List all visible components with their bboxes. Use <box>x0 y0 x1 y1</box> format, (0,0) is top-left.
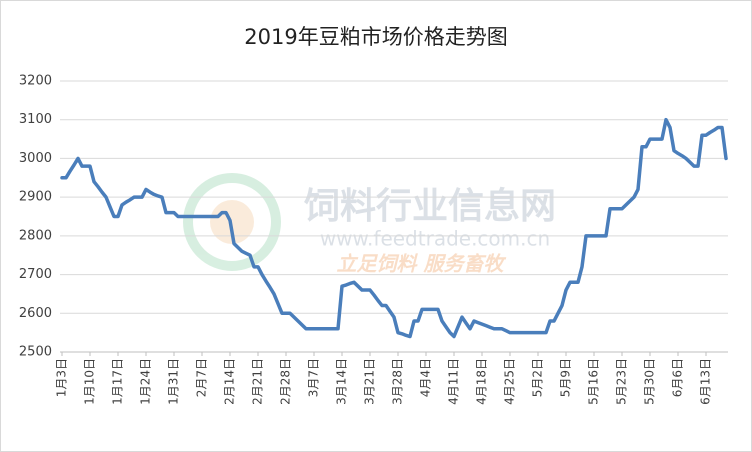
x-tick-label: 4月11日 <box>447 358 461 405</box>
x-tick-label: 3月7日 <box>307 358 321 397</box>
y-tick-label: 3200 <box>19 74 52 89</box>
x-tick-label: 4月25日 <box>503 358 517 405</box>
price-line <box>60 117 728 339</box>
x-tick-label: 1月10日 <box>83 358 97 405</box>
y-tick-label: 3100 <box>19 112 52 127</box>
x-tick-label: 5月2日 <box>531 358 545 397</box>
y-tick-label: 2600 <box>19 306 52 321</box>
y-tick-label: 2500 <box>19 345 52 360</box>
watermark-title: 饲料行业信息网 <box>304 186 556 227</box>
x-tick-label: 4月4日 <box>419 358 433 397</box>
y-tick-label: 2800 <box>19 228 52 243</box>
x-tick-label: 3月14日 <box>335 358 349 405</box>
x-tick-label: 1月17日 <box>111 358 125 405</box>
watermark: 饲料行业信息网 www.feedtrade.com.cn 立足饲料 服务畜牧 <box>183 173 556 276</box>
watermark-url: www.feedtrade.com.cn <box>320 227 550 251</box>
y-tick-label: 2700 <box>19 267 52 282</box>
x-tick-label: 2月21日 <box>251 358 265 405</box>
x-tick-label: 2月14日 <box>223 358 237 405</box>
x-tick-label: 2月7日 <box>195 358 209 397</box>
x-tick-label: 5月30日 <box>643 358 657 405</box>
y-tick-label: 2900 <box>19 190 52 205</box>
watermark-logo <box>183 173 281 271</box>
x-tick-label: 1月24日 <box>139 358 153 405</box>
x-tick-label: 6月13日 <box>699 358 713 405</box>
x-tick-label: 4月18日 <box>475 358 489 405</box>
y-tick-label: 3000 <box>19 151 52 166</box>
x-tick-label: 5月9日 <box>559 358 573 397</box>
watermark-slogan: 立足饲料 服务畜牧 <box>337 252 507 276</box>
chart-title: 2019年豆粕市场价格走势图 <box>244 25 507 49</box>
x-tick-label: 3月28日 <box>391 358 405 405</box>
x-tick-label: 1月31日 <box>167 358 181 405</box>
x-tick-label: 1月3日 <box>55 358 69 397</box>
x-tick-label: 5月16日 <box>587 358 601 405</box>
x-tick-label: 3月21日 <box>363 358 377 405</box>
x-tick-label: 5月23日 <box>615 358 629 405</box>
x-tick-label: 2月28日 <box>279 358 293 405</box>
x-tick-label: 6月6日 <box>671 358 685 397</box>
